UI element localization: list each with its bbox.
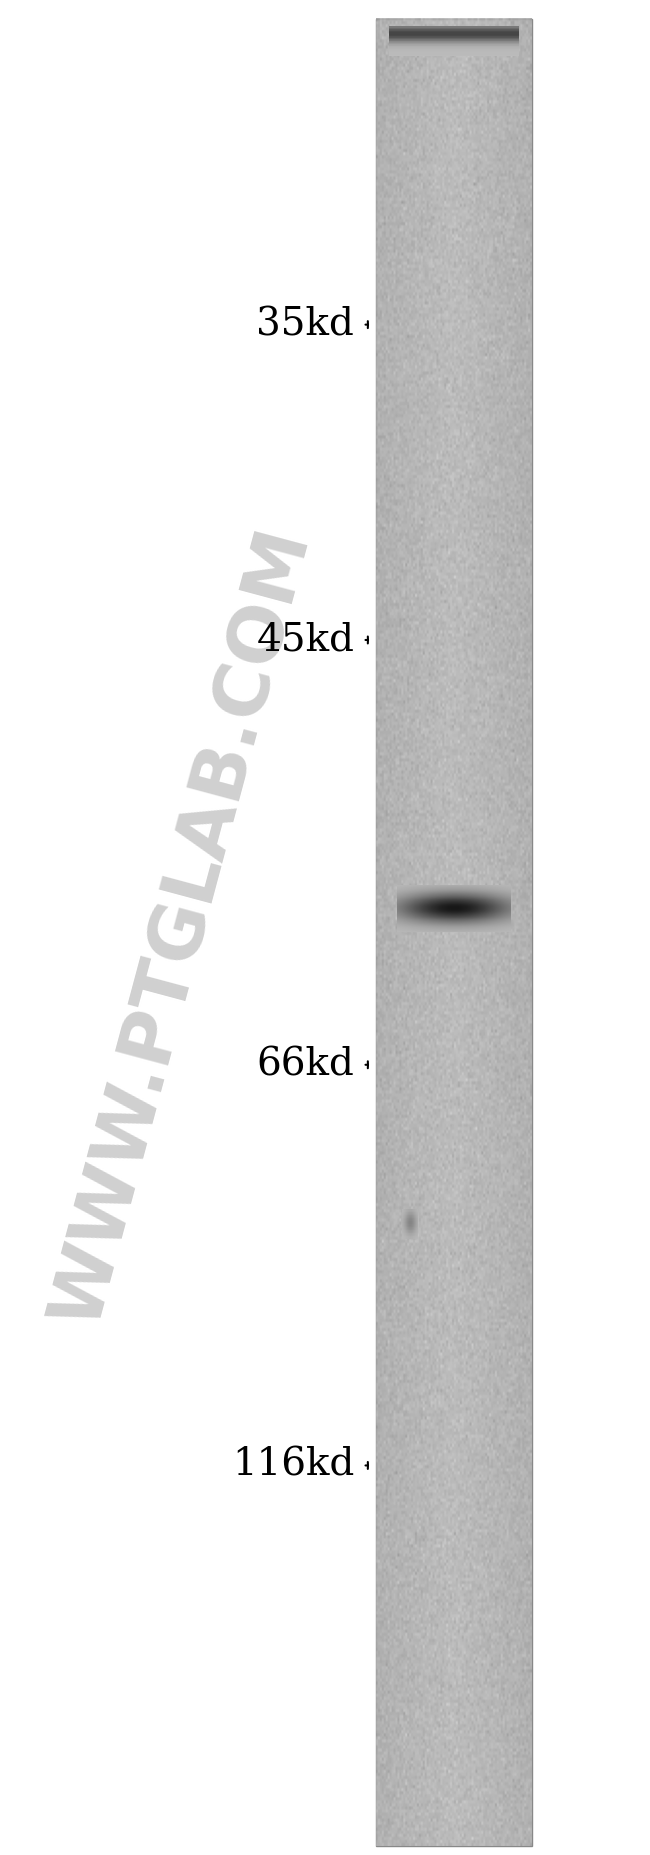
Text: WWW.PTGLAB.COM: WWW.PTGLAB.COM — [40, 521, 324, 1334]
Bar — [376, 19, 532, 1846]
Text: 116kd: 116kd — [232, 1447, 354, 1484]
Text: 35kd: 35kd — [256, 306, 354, 343]
Text: 66kd: 66kd — [256, 1046, 354, 1083]
Text: 45kd: 45kd — [256, 621, 354, 659]
